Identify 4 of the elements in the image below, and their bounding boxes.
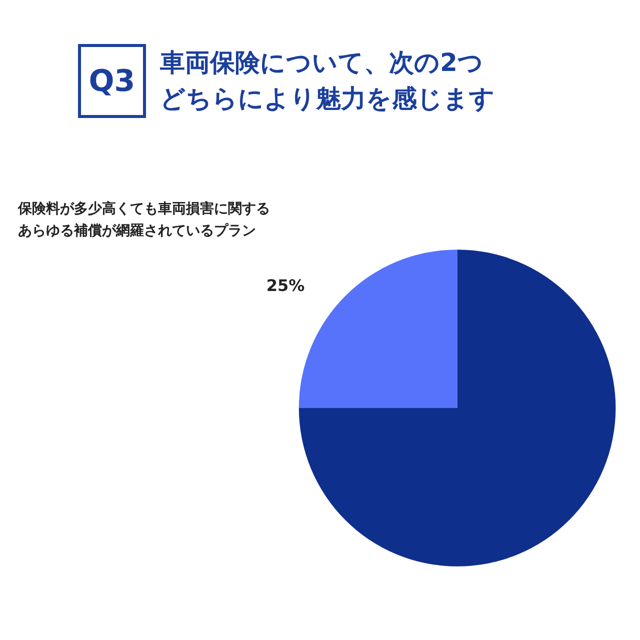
slice-label: 保険料が多少高くても車両損害に関するあらゆる補償が網羅されているプラン (17, 200, 270, 239)
chart-title: 車両保険について、次の2つどちらにより魅力を感じます (160, 47, 496, 115)
data-label: 25% (266, 276, 305, 295)
question-badge: Q3 (78, 44, 146, 118)
